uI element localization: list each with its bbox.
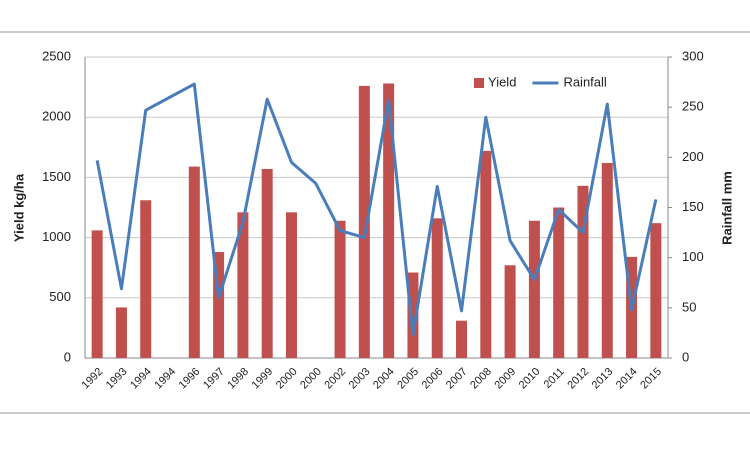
y-tick-label: 0 [64, 349, 71, 364]
x-tick-label: 2007 [444, 366, 470, 392]
y-tick-label: 2000 [42, 109, 71, 124]
y-tick-label: 1000 [42, 229, 71, 244]
line [95, 82, 658, 337]
y-tick-label: 1500 [42, 169, 71, 184]
bar [553, 207, 565, 358]
x-tick-label: 1999 [250, 366, 276, 392]
bar [528, 220, 540, 358]
x-tick-label: 1992 [80, 366, 106, 392]
x-tick-label: 2012 [565, 366, 591, 392]
x-tick-label: 1994 [128, 366, 154, 392]
legend-label: Rainfall [563, 74, 606, 89]
x-tick-label: 1997 [201, 366, 227, 392]
x-tick-label: 2010 [517, 366, 543, 392]
y2-tick-label: 100 [682, 249, 704, 264]
x-tick-label: 2006 [420, 366, 446, 392]
y2-axis-label: Rainfall mm [719, 171, 734, 245]
bar [456, 320, 468, 358]
x-tick-label: 2011 [542, 366, 567, 391]
bar [407, 272, 419, 358]
y2-tick-label: 150 [682, 199, 704, 214]
bar [383, 83, 395, 358]
bar [237, 212, 249, 358]
y-tick-label: 2500 [42, 48, 71, 63]
x-tick-label: 2002 [322, 366, 348, 392]
bar [261, 168, 273, 358]
x-tick-label: 1998 [225, 366, 251, 392]
bar [115, 307, 127, 358]
x-tick-label: 1994 [152, 366, 178, 392]
bar [601, 162, 613, 358]
y-axis-label: Yield kg/ha [11, 173, 26, 242]
y2-tick-label: 300 [682, 48, 704, 63]
x-tick-label: 2014 [614, 366, 640, 392]
bar [188, 166, 200, 358]
x-tick-label: 1996 [177, 366, 203, 392]
bar [358, 85, 370, 359]
bar [140, 200, 152, 358]
x-tick-label: 2009 [492, 366, 518, 392]
x-tick-label: 2005 [395, 366, 421, 392]
x-tick-label: 2004 [371, 366, 397, 392]
x-tick-label: 2003 [347, 366, 373, 392]
x-tick-label: 2013 [590, 366, 616, 392]
y2-tick-label: 0 [682, 349, 689, 364]
x-tick-label: 2008 [468, 366, 494, 392]
x-tick-label: 2000 [298, 366, 324, 392]
bar [285, 212, 297, 358]
bar [480, 150, 492, 358]
y2-tick-label: 250 [682, 99, 704, 114]
bar [334, 220, 346, 358]
x-tick-label: 1993 [104, 366, 130, 392]
y2-tick-label: 200 [682, 149, 704, 164]
bar [504, 265, 516, 358]
x-tick-label: 2015 [638, 366, 664, 392]
bar [431, 218, 443, 358]
bar [91, 230, 103, 358]
bar [650, 223, 662, 358]
bar [577, 185, 589, 358]
y2-tick-label: 50 [682, 299, 696, 314]
bar [213, 252, 225, 358]
legend-label: Yield [488, 74, 516, 89]
y-tick-label: 500 [49, 289, 71, 304]
x-tick-label: 2000 [274, 366, 300, 392]
legend-swatch [474, 78, 484, 88]
